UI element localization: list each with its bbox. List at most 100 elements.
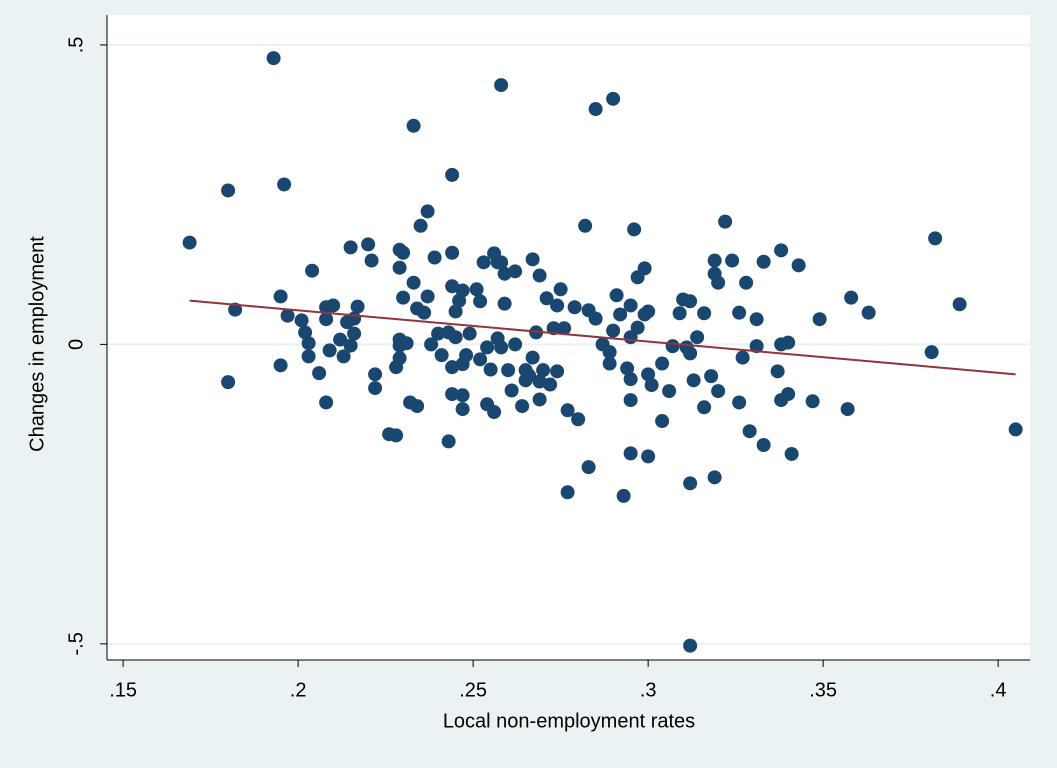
point bbox=[630, 320, 645, 335]
point bbox=[546, 321, 561, 336]
point bbox=[364, 253, 379, 268]
point bbox=[539, 291, 554, 306]
point bbox=[221, 375, 236, 390]
point bbox=[504, 383, 519, 398]
point bbox=[557, 321, 572, 336]
point bbox=[641, 367, 656, 382]
point bbox=[343, 338, 358, 353]
point bbox=[319, 395, 334, 410]
point bbox=[525, 252, 540, 267]
point bbox=[294, 313, 309, 328]
point bbox=[445, 360, 460, 375]
point bbox=[413, 218, 428, 233]
point bbox=[273, 358, 288, 373]
point bbox=[623, 393, 638, 408]
point bbox=[319, 312, 334, 327]
point bbox=[522, 368, 537, 383]
point bbox=[697, 306, 712, 321]
point bbox=[221, 183, 236, 198]
point bbox=[560, 403, 575, 418]
point bbox=[532, 374, 547, 389]
point bbox=[805, 394, 820, 409]
point bbox=[280, 308, 295, 323]
point bbox=[347, 311, 362, 326]
point bbox=[641, 449, 656, 464]
point bbox=[1008, 422, 1023, 437]
point bbox=[812, 312, 827, 327]
point bbox=[732, 395, 747, 410]
point bbox=[641, 304, 656, 319]
point bbox=[392, 260, 407, 275]
point bbox=[602, 345, 617, 360]
point bbox=[455, 402, 470, 417]
point bbox=[455, 388, 470, 403]
point bbox=[655, 414, 670, 429]
point bbox=[494, 78, 509, 93]
point bbox=[431, 326, 446, 341]
point bbox=[690, 330, 705, 345]
x-tick-label: .2 bbox=[290, 679, 307, 701]
point bbox=[844, 290, 859, 305]
point bbox=[924, 345, 939, 360]
point bbox=[735, 350, 750, 365]
point bbox=[732, 305, 747, 320]
point bbox=[508, 264, 523, 279]
fit-line bbox=[189, 299, 1016, 376]
point bbox=[840, 402, 855, 417]
point bbox=[494, 340, 509, 355]
point bbox=[441, 434, 456, 449]
point bbox=[550, 364, 565, 379]
point bbox=[462, 326, 477, 341]
point bbox=[588, 311, 603, 326]
point bbox=[581, 460, 596, 475]
point bbox=[560, 485, 575, 500]
y-tick-label: 0 bbox=[65, 339, 87, 350]
point bbox=[665, 339, 680, 354]
point bbox=[301, 336, 316, 351]
point bbox=[774, 243, 789, 258]
point bbox=[725, 253, 740, 268]
y-axis-title: Changes in employment bbox=[26, 236, 48, 452]
point bbox=[483, 362, 498, 377]
point bbox=[445, 387, 460, 402]
point bbox=[515, 399, 530, 414]
point bbox=[791, 258, 806, 273]
point bbox=[392, 351, 407, 366]
point bbox=[553, 282, 568, 297]
point bbox=[420, 289, 435, 304]
point bbox=[623, 298, 638, 313]
point bbox=[928, 231, 943, 246]
point bbox=[298, 325, 313, 340]
point bbox=[707, 253, 722, 268]
point bbox=[406, 118, 421, 133]
point bbox=[473, 294, 488, 309]
point bbox=[756, 254, 771, 269]
point bbox=[406, 275, 421, 290]
point bbox=[609, 288, 624, 303]
point bbox=[448, 304, 463, 319]
point bbox=[410, 399, 425, 414]
point bbox=[861, 305, 876, 320]
point bbox=[532, 268, 547, 283]
point bbox=[361, 237, 376, 252]
point bbox=[427, 250, 442, 265]
point bbox=[536, 363, 551, 378]
point bbox=[305, 263, 320, 278]
plot-area bbox=[107, 15, 1030, 660]
point bbox=[508, 337, 523, 352]
point bbox=[749, 339, 764, 354]
point bbox=[497, 296, 512, 311]
point bbox=[781, 387, 796, 402]
point bbox=[494, 255, 509, 270]
point bbox=[525, 350, 540, 365]
point bbox=[445, 167, 460, 182]
x-tick-label: .15 bbox=[109, 679, 137, 701]
point bbox=[781, 335, 796, 350]
point bbox=[697, 400, 712, 415]
point bbox=[469, 282, 484, 297]
point bbox=[273, 289, 288, 304]
point bbox=[182, 235, 197, 250]
point bbox=[683, 638, 698, 653]
point bbox=[606, 91, 621, 106]
point bbox=[396, 290, 411, 305]
